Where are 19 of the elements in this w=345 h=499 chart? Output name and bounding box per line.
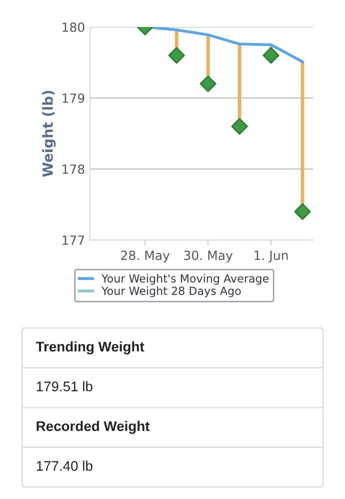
text: 179.51 lb — [36, 381, 92, 392]
y-axis-title: Weight (lb) — [42, 90, 56, 177]
legend-label: Your Weight's Moving Average — [101, 274, 269, 285]
x-tick-label: 1. Jun — [254, 250, 288, 262]
text: Recorded Weight — [36, 420, 150, 434]
x-tick-label: 30. May — [184, 250, 233, 263]
text: Trending Weight — [36, 341, 144, 354]
legend-label: Your Weight 28 Days Ago — [101, 286, 241, 298]
x-tick-label: 28. May — [121, 250, 170, 263]
y-tick-label: 177 — [62, 236, 84, 245]
text: 177.40 lb — [36, 460, 92, 471]
point — [168, 47, 185, 64]
point — [294, 203, 311, 220]
y-tick-label: 179 — [62, 93, 84, 103]
point — [200, 76, 216, 92]
point — [262, 47, 280, 64]
y-tick-label: 180 — [62, 22, 84, 32]
point — [231, 118, 248, 135]
y-tick-label: 178 — [62, 164, 84, 174]
